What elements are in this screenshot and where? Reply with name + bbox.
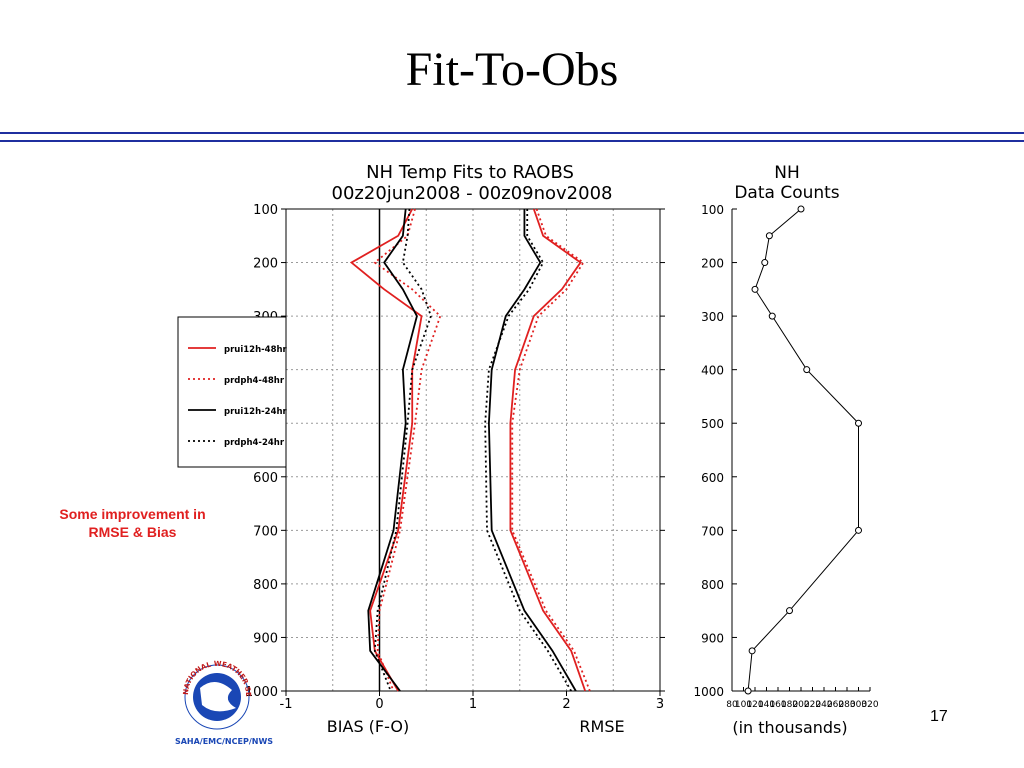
series-line-bias-2 [367,208,418,692]
x-tick-label: 3 [656,697,664,712]
x-axis-label-bias: BIAS (F-O) [327,717,409,736]
y-tick-label: 700 [253,524,278,539]
count-y-tick-labels: 100 200 300 400 500 600 700 800 900 1000 [693,203,737,699]
annotation-line-1: Some improvement in [59,506,206,522]
legend-label: prdph4-24hr [224,438,285,448]
y-tick-label: 600 [253,471,278,486]
series-line-rmse-4 [509,208,587,692]
legend-label: prui12h-24hr [224,407,288,417]
count-x-tick-label: 320 [861,700,878,710]
count-x-tick-label: 200 [792,700,809,710]
series-line-bias-1 [373,208,442,692]
count-y-tick-label: 500 [701,417,724,431]
x-tick-label: 1 [469,697,477,712]
count-point [744,687,752,695]
count-point [761,259,769,267]
logo-ring-text: NATIONAL WEATHER SERVICE [0,0,252,697]
series-lines [349,208,591,692]
legend-box [177,316,287,468]
count-point [768,312,776,320]
y-tick-label: 800 [253,578,278,593]
x-tick-label: 0 [375,697,383,712]
count-x-tick-label: 120 [746,700,763,710]
logo-ring-icon [184,664,250,730]
y-tick-label: 200 [253,257,278,272]
count-y-tick-label: 400 [701,364,724,378]
count-x-tick-label: 220 [804,700,821,710]
annotation-note: Some improvement in RMSE & Bias [40,505,225,541]
count-x-tick-label: 280 [838,700,855,710]
legend-label: prui12h-48hr [224,345,288,355]
count-x-tick-label: 160 [769,700,786,710]
count-title-line1: NH [774,163,800,183]
count-y-tick-label: 700 [701,524,724,538]
x-axis-label-rmse: RMSE [579,717,624,736]
logo-caption: SAHA/EMC/NCEP/NWS [175,737,273,746]
count-y-tick-label: 600 [701,471,724,485]
page-number: 17 [930,708,948,725]
x-tick-label: -1 [280,697,293,712]
count-series [744,205,862,695]
y-tick-label: 1000 [245,685,278,700]
logo-cloud-icon [200,681,236,712]
count-point [855,419,862,427]
count-x-tick-label: 260 [827,700,844,710]
annotation-line-2: RMSE & Bias [88,524,177,540]
count-x-tick-label: 80 [726,700,738,710]
count-x-tick-label: 100 [735,700,752,710]
series-line-bias-3 [373,208,432,692]
count-x-tick-label: 300 [850,700,867,710]
title-divider [0,132,1024,142]
count-point [765,232,773,240]
count-x-tick-label: 140 [758,700,775,710]
count-x-axis-label: (in thousands) [732,718,847,737]
chart-title-line2: 00z20jun2008 - 00z09nov2008 [332,183,613,204]
count-title-line2: Data Counts [734,183,839,203]
count-y-tick-label: 800 [701,578,724,592]
count-x-tick-label: 240 [815,700,832,710]
count-point [751,285,759,293]
count-y-tick-label: 900 [701,631,724,645]
count-y-tick-label: 200 [701,257,724,271]
chart-title-line1: NH Temp Fits to RAOBS [366,162,574,183]
count-y-tick-label: 1000 [693,685,724,699]
y-tick-label: 100 [253,203,278,218]
count-point [748,647,756,655]
y-tick-label: 900 [253,631,278,646]
count-y-tick-label: 300 [701,310,724,324]
count-point [786,607,793,615]
legend: prui12h-48hr prdph4-48hr prui12h-24hr prdph… [177,316,288,468]
x-tick-labels: -1 0 1 2 3 [280,691,664,712]
count-point [855,526,862,534]
count-point [803,366,811,374]
count-y-tick-label: 100 [701,203,724,217]
count-point [797,205,805,213]
slide-title: Fit-To-Obs [405,43,619,96]
series-line-rmse-6 [487,209,577,692]
x-tick-label: 2 [562,697,570,712]
series-line-rmse-5 [511,208,591,692]
legend-label: prdph4-48hr [224,376,285,386]
count-x-tick-label: 180 [781,700,798,710]
